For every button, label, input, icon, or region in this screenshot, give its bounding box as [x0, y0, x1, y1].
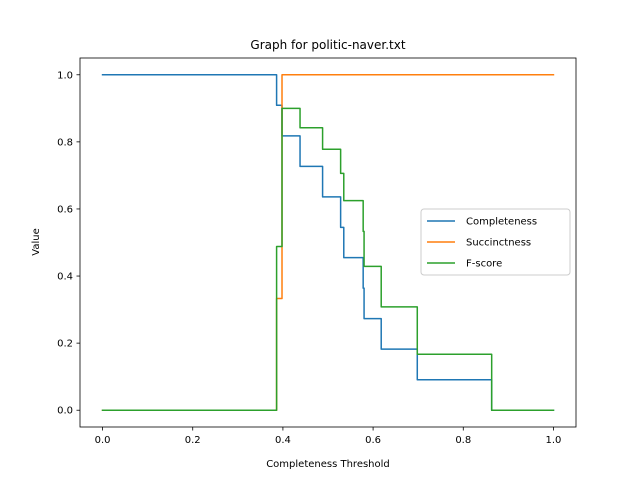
series-lines — [101, 74, 555, 411]
legend-label: Succinctness — [466, 238, 531, 249]
y-axis: 0.0 0.2 0.4 0.6 0.8 1.0 — [57, 70, 80, 417]
series-line-f-score — [101, 107, 555, 411]
y-tick-label: 0.0 — [57, 406, 73, 417]
x-tick-label: 0.0 — [95, 435, 111, 446]
x-axis: 0.0 0.2 0.4 0.6 0.8 1.0 — [95, 427, 562, 446]
y-tick-label: 0.4 — [57, 272, 73, 283]
legend-label: Completeness — [466, 217, 537, 228]
x-axis-label: Completeness Threshold — [266, 459, 390, 470]
y-tick-label: 0.6 — [57, 204, 73, 215]
y-axis-label: Value — [31, 228, 42, 255]
x-tick-label: 0.6 — [365, 435, 381, 446]
x-tick-label: 0.8 — [455, 435, 471, 446]
y-tick-label: 0.2 — [57, 339, 73, 350]
y-tick-label: 0.8 — [57, 137, 73, 148]
legend-label: F-score — [466, 259, 502, 270]
plot-area — [79, 57, 577, 428]
x-tick-label: 0.4 — [275, 435, 291, 446]
axes-frame — [79, 57, 577, 428]
x-tick-label: 0.2 — [185, 435, 201, 446]
x-tick-label: 1.0 — [546, 435, 562, 446]
legend: Completeness Succinctness F-score — [420, 208, 571, 276]
chart-title: Graph for politic-naver.txt — [250, 38, 405, 52]
legend-box — [420, 208, 571, 276]
y-tick-label: 1.0 — [57, 70, 73, 81]
